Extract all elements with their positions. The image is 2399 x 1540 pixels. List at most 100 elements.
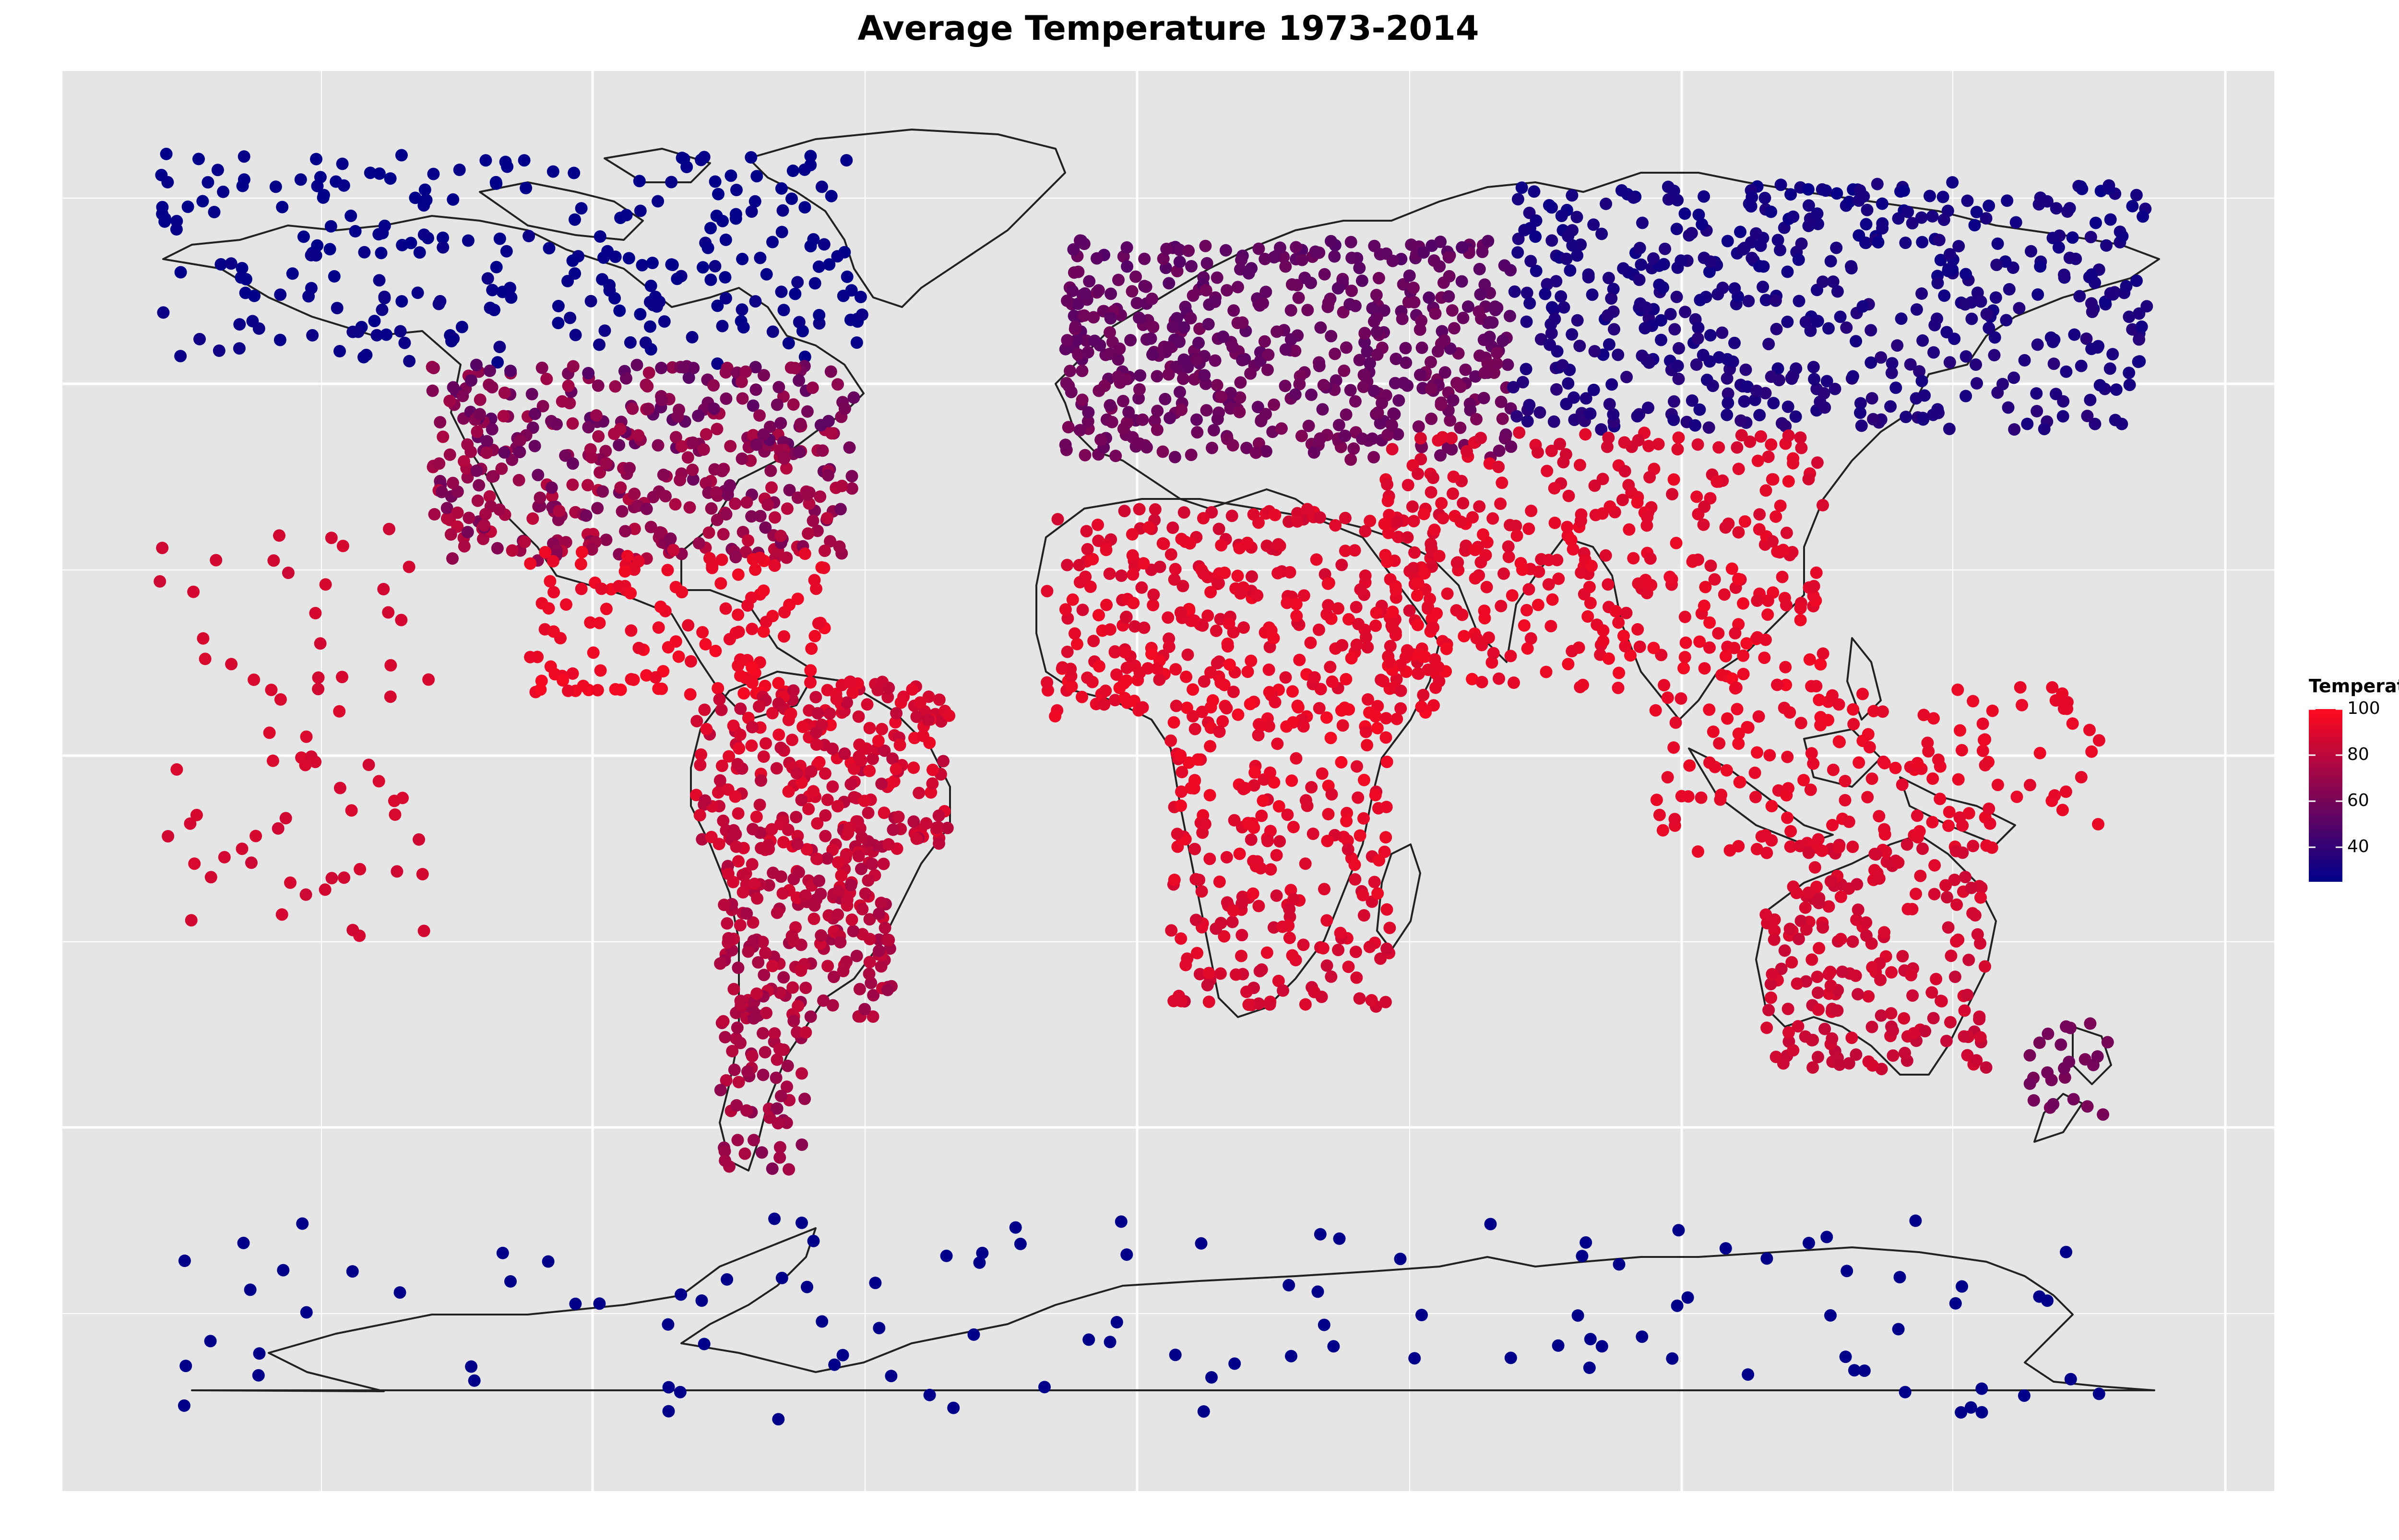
temperature-point — [1240, 985, 1253, 998]
temperature-point — [1742, 295, 1755, 308]
temperature-point — [933, 693, 946, 706]
temperature-point — [486, 423, 499, 436]
temperature-point — [1426, 472, 1439, 484]
temperature-point — [1082, 406, 1095, 419]
temperature-point — [1425, 355, 1437, 368]
temperature-point — [1355, 274, 1368, 287]
temperature-point — [1656, 824, 1669, 837]
temperature-point — [1431, 345, 1444, 358]
temperature-point — [1372, 272, 1385, 284]
temperature-point — [1667, 414, 1680, 426]
temperature-point — [1942, 819, 1955, 832]
temperature-point — [1926, 210, 1939, 223]
temperature-point — [1353, 354, 1366, 367]
temperature-point — [1974, 295, 1987, 308]
temperature-point — [835, 479, 848, 492]
temperature-point — [524, 557, 537, 570]
temperature-point — [1954, 724, 1966, 737]
temperature-point — [799, 1026, 812, 1039]
temperature-point — [1664, 308, 1677, 320]
temperature-point — [757, 1068, 770, 1081]
temperature-point — [1950, 935, 1963, 948]
temperature-point — [1738, 515, 1751, 528]
temperature-point — [850, 336, 863, 349]
temperature-point — [2135, 320, 2148, 333]
temperature-point — [1777, 544, 1790, 557]
temperature-point — [1380, 801, 1393, 814]
temperature-point — [1350, 971, 1363, 984]
temperature-point — [1686, 554, 1699, 567]
temperature-point — [1110, 1316, 1123, 1328]
temperature-point — [753, 409, 766, 422]
temperature-point — [776, 204, 789, 217]
temperature-point — [1583, 580, 1596, 593]
temperature-point — [1072, 265, 1085, 278]
temperature-point — [1138, 252, 1151, 265]
temperature-point — [1290, 598, 1303, 611]
temperature-point — [1571, 249, 1584, 262]
temperature-point — [1435, 497, 1448, 509]
temperature-point — [1361, 739, 1374, 752]
temperature-point — [1059, 603, 1072, 616]
temperature-point — [1491, 346, 1504, 359]
temperature-point — [878, 744, 891, 757]
temperature-point — [1501, 358, 1514, 371]
temperature-point — [1735, 429, 1748, 442]
temperature-point — [625, 673, 638, 686]
temperature-point — [1732, 462, 1745, 475]
temperature-point — [798, 547, 811, 560]
temperature-point — [1258, 335, 1271, 348]
temperature-point — [1180, 670, 1193, 683]
temperature-point — [1228, 1357, 1241, 1370]
temperature-point — [300, 1306, 313, 1319]
temperature-point — [1814, 711, 1827, 723]
temperature-point — [652, 682, 665, 695]
temperature-point — [544, 660, 557, 673]
temperature-point — [798, 201, 811, 214]
temperature-point — [840, 955, 853, 968]
temperature-point — [1595, 1340, 1608, 1353]
temperature-point — [1696, 218, 1709, 231]
temperature-point — [1711, 288, 1724, 301]
temperature-point — [1797, 774, 1810, 787]
temperature-point — [2123, 367, 2136, 379]
temperature-point — [882, 681, 895, 694]
temperature-point — [333, 782, 346, 794]
temperature-point — [737, 321, 750, 334]
temperature-point — [1566, 189, 1579, 202]
temperature-point — [249, 829, 262, 842]
temperature-point — [1781, 1003, 1794, 1015]
temperature-point — [821, 469, 834, 482]
temperature-point — [462, 234, 475, 247]
temperature-point — [1799, 316, 1812, 329]
temperature-point — [801, 405, 814, 418]
temperature-point — [1167, 716, 1180, 729]
temperature-point — [1886, 357, 1899, 370]
temperature-point — [1429, 307, 1442, 320]
temperature-point — [608, 292, 621, 305]
temperature-point — [495, 462, 508, 475]
temperature-point — [1494, 498, 1507, 510]
temperature-point — [1699, 580, 1712, 593]
temperature-point — [1784, 825, 1797, 838]
temperature-point — [593, 1297, 606, 1310]
temperature-point — [1597, 635, 1610, 648]
temperature-point — [742, 945, 755, 958]
temperature-point — [158, 212, 171, 225]
temperature-point — [1174, 606, 1187, 619]
temperature-point — [373, 274, 386, 287]
temperature-point — [732, 807, 745, 820]
temperature-point — [1461, 300, 1474, 313]
temperature-point — [323, 243, 336, 256]
temperature-point — [1691, 332, 1704, 345]
temperature-point — [1417, 688, 1430, 701]
temperature-point — [1457, 311, 1470, 324]
temperature-point — [873, 944, 885, 957]
temperature-point — [819, 767, 831, 780]
temperature-point — [1518, 619, 1531, 632]
temperature-point — [2007, 371, 2020, 384]
temperature-point — [799, 982, 812, 995]
temperature-point — [1916, 334, 1929, 347]
temperature-point — [499, 155, 512, 168]
temperature-point — [1682, 790, 1695, 803]
